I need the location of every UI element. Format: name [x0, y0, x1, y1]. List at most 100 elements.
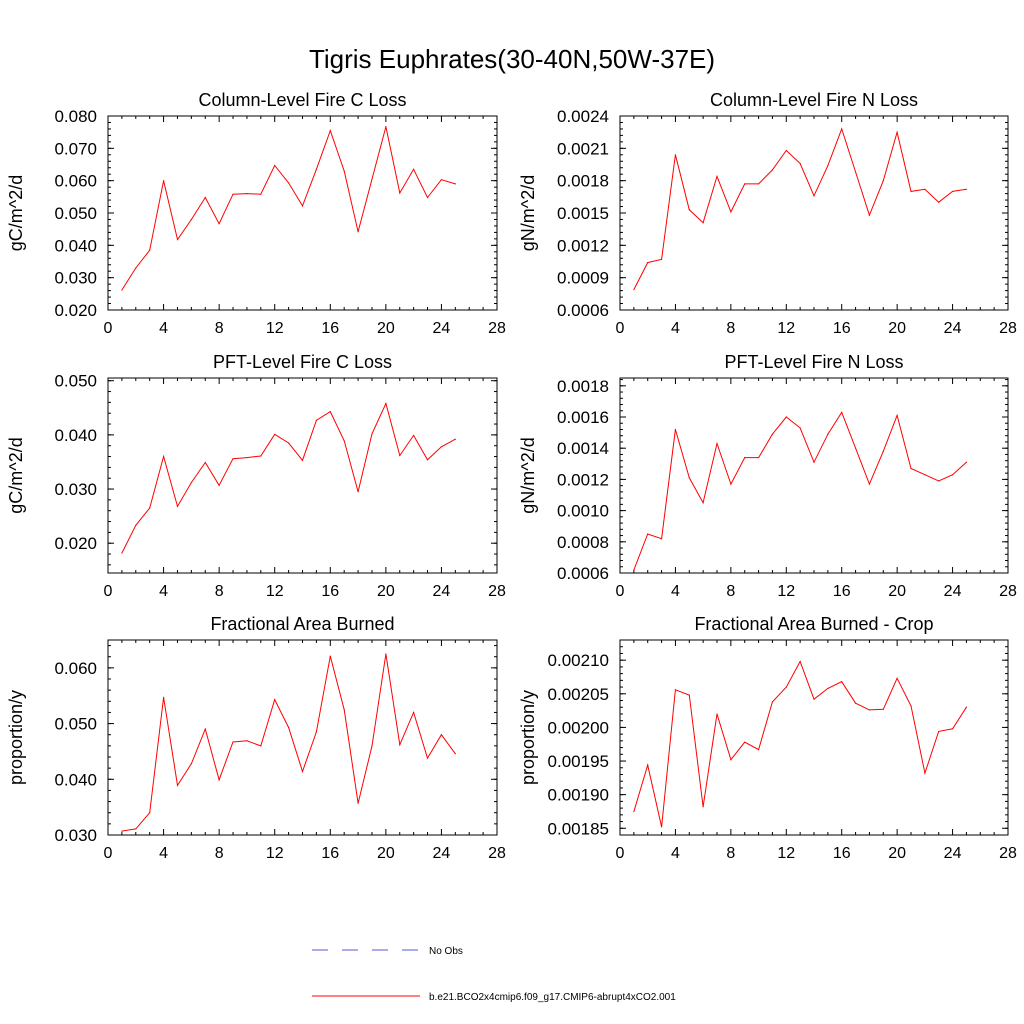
plot-frame [619, 115, 1009, 311]
data-point [841, 128, 843, 130]
data-point [951, 474, 954, 476]
data-point [357, 802, 359, 804]
data-point [274, 699, 276, 701]
data-point [413, 711, 415, 714]
y-tick-label: 0.0006 [557, 564, 609, 583]
y-tick-label: 0.020 [54, 301, 97, 320]
data-point [399, 454, 401, 457]
data-point [827, 433, 829, 435]
data-point [757, 749, 760, 751]
data-point [162, 696, 165, 698]
data-point [454, 438, 456, 440]
data-point [204, 196, 206, 199]
data-point [260, 193, 262, 195]
data-point [827, 164, 829, 167]
data-point [799, 162, 801, 165]
data-point [702, 806, 704, 808]
data-point [329, 655, 331, 657]
x-tick-label: 16 [321, 583, 339, 600]
data-point [385, 653, 387, 655]
data-point [149, 812, 151, 814]
x-tick-label: 28 [488, 320, 506, 337]
x-tick-label: 28 [488, 845, 506, 862]
x-tick-label: 16 [321, 320, 339, 337]
data-point [440, 734, 443, 736]
x-tick-label: 8 [215, 320, 224, 337]
data-point [674, 154, 677, 156]
x-tick-label: 24 [433, 320, 451, 337]
panel-title: Fractional Area Burned [210, 614, 394, 634]
y-tick-label: 0.0014 [557, 439, 609, 458]
data-point [301, 205, 304, 207]
data-point [771, 169, 774, 171]
x-tick-label: 24 [944, 320, 962, 337]
data-point [757, 456, 760, 459]
data-point [688, 477, 690, 479]
x-tick-label: 0 [104, 320, 113, 337]
data-point [647, 261, 649, 264]
data-point [730, 483, 732, 485]
data-point [426, 757, 429, 759]
x-tick-label: 16 [833, 583, 851, 600]
plot-frame [107, 377, 498, 574]
x-tick-label: 28 [999, 845, 1017, 862]
data-point [343, 170, 345, 172]
data-point [771, 433, 774, 435]
data-point [771, 701, 774, 703]
data-point [204, 461, 206, 464]
data-point [896, 131, 898, 133]
x-tick-label: 24 [944, 583, 962, 600]
x-tick-label: 0 [616, 320, 625, 337]
data-point [176, 784, 179, 787]
data-point [232, 741, 234, 743]
data-point [440, 179, 443, 181]
y-tick-label: 0.0008 [557, 533, 609, 552]
data-point [162, 455, 165, 458]
x-tick-label: 24 [944, 845, 962, 862]
x-tick-label: 16 [833, 320, 851, 337]
data-point [149, 249, 151, 251]
y-axis-label: proportion/y [6, 690, 26, 785]
legend-obs-label: No Obs [429, 946, 463, 957]
data-point [385, 126, 387, 128]
data-point [135, 524, 137, 526]
data-point [329, 410, 331, 413]
data-point [910, 705, 912, 707]
panel-title: PFT-Level Fire C Loss [213, 352, 392, 372]
y-tick-label: 0.0012 [557, 470, 609, 489]
y-tick-label: 0.00210 [548, 651, 609, 670]
data-point [716, 713, 718, 715]
data-point [799, 660, 801, 663]
data-point [674, 689, 677, 691]
data-point [218, 484, 220, 486]
x-tick-label: 28 [999, 320, 1017, 337]
data-point [938, 480, 940, 482]
series-line [121, 126, 456, 291]
x-tick-label: 12 [266, 583, 284, 600]
y-tick-label: 0.060 [54, 659, 97, 678]
series-line [633, 411, 967, 571]
x-tick-label: 24 [433, 583, 451, 600]
data-point [882, 180, 884, 182]
data-point [799, 427, 801, 429]
panel-title: Column-Level Fire N Loss [710, 90, 918, 110]
y-tick-label: 0.0010 [557, 502, 609, 521]
x-tick-label: 20 [888, 320, 906, 337]
data-point [357, 491, 359, 493]
x-tick-label: 4 [671, 583, 680, 600]
legend: No Obs b.e21.BCO2x4cmip6.f09_g17.CMIP6-a… [312, 946, 676, 1003]
y-tick-label: 0.020 [54, 534, 97, 553]
y-axis-label: gC/m^2/d [6, 437, 26, 513]
data-point [827, 687, 829, 690]
data-point [924, 188, 926, 190]
x-tick-label: 12 [266, 320, 284, 337]
data-point [896, 414, 898, 417]
x-tick-label: 4 [671, 845, 680, 862]
data-point [882, 708, 884, 710]
x-tick-label: 4 [159, 320, 168, 337]
data-point [385, 402, 387, 405]
y-tick-label: 0.0009 [557, 269, 609, 288]
data-point [965, 461, 968, 463]
x-tick-label: 0 [616, 845, 625, 862]
